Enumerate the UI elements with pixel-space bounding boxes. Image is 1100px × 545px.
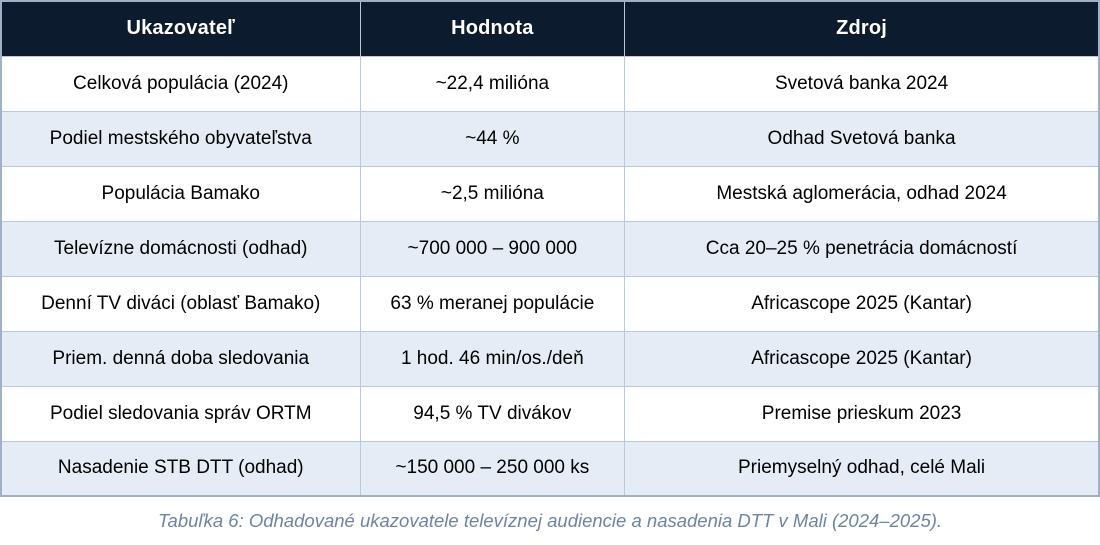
table-row: Denní TV diváci (oblasť Bamako) 63 % mer… [0,275,1100,332]
cell-source: Africascope 2025 (Kantar) [624,275,1100,332]
table-row: Nasadenie STB DTT (odhad) ~150 000 – 250… [0,440,1100,497]
column-header-indicator: Ukazovateľ [0,0,361,57]
table-row: Podiel mestského obyvateľstva ~44 % Odha… [0,110,1100,167]
table-row: Priem. denná doba sledovania 1 hod. 46 m… [0,330,1100,387]
cell-value: ~2,5 milióna [359,165,626,222]
cell-value: ~22,4 milióna [359,55,626,112]
cell-source: Mestská aglomerácia, odhad 2024 [624,165,1100,222]
cell-indicator: Nasadenie STB DTT (odhad) [0,440,361,497]
cell-value: 94,5 % TV divákov [359,385,626,442]
cell-value: 1 hod. 46 min/os./deň [359,330,626,387]
column-header-value: Hodnota [359,0,626,57]
cell-value: ~44 % [359,110,626,167]
table-row: Populácia Bamako ~2,5 milióna Mestská ag… [0,165,1100,222]
column-header-source: Zdroj [624,0,1100,57]
cell-value: ~700 000 – 900 000 [359,220,626,277]
cell-indicator: Populácia Bamako [0,165,361,222]
cell-indicator: Celková populácia (2024) [0,55,361,112]
table-row: Televízne domácnosti (odhad) ~700 000 – … [0,220,1100,277]
cell-source: Cca 20–25 % penetrácia domácností [624,220,1100,277]
cell-indicator: Televízne domácnosti (odhad) [0,220,361,277]
cell-indicator: Podiel mestského obyvateľstva [0,110,361,167]
table-header: Ukazovateľ Hodnota Zdroj [0,0,1100,57]
cell-indicator: Priem. denná doba sledovania [0,330,361,387]
table-caption: Tabuľka 6: Odhadované ukazovatele televí… [157,510,943,531]
cell-source: Africascope 2025 (Kantar) [624,330,1100,387]
cell-source: Odhad Svetová banka [624,110,1100,167]
cell-indicator: Denní TV diváci (oblasť Bamako) [0,275,361,332]
indicators-table: Ukazovateľ Hodnota Zdroj Celková populác… [0,0,1100,497]
cell-source: Premise prieskum 2023 [624,385,1100,442]
table-row: Celková populácia (2024) ~22,4 milióna S… [0,55,1100,112]
cell-value: ~150 000 – 250 000 ks [359,440,626,497]
cell-value: 63 % meranej populácie [359,275,626,332]
cell-source: Priemyselný odhad, celé Mali [624,440,1100,497]
table-row: Podiel sledovania správ ORTM 94,5 % TV d… [0,385,1100,442]
cell-indicator: Podiel sledovania správ ORTM [0,385,361,442]
cell-source: Svetová banka 2024 [624,55,1100,112]
table-header-row: Ukazovateľ Hodnota Zdroj [0,0,1100,57]
